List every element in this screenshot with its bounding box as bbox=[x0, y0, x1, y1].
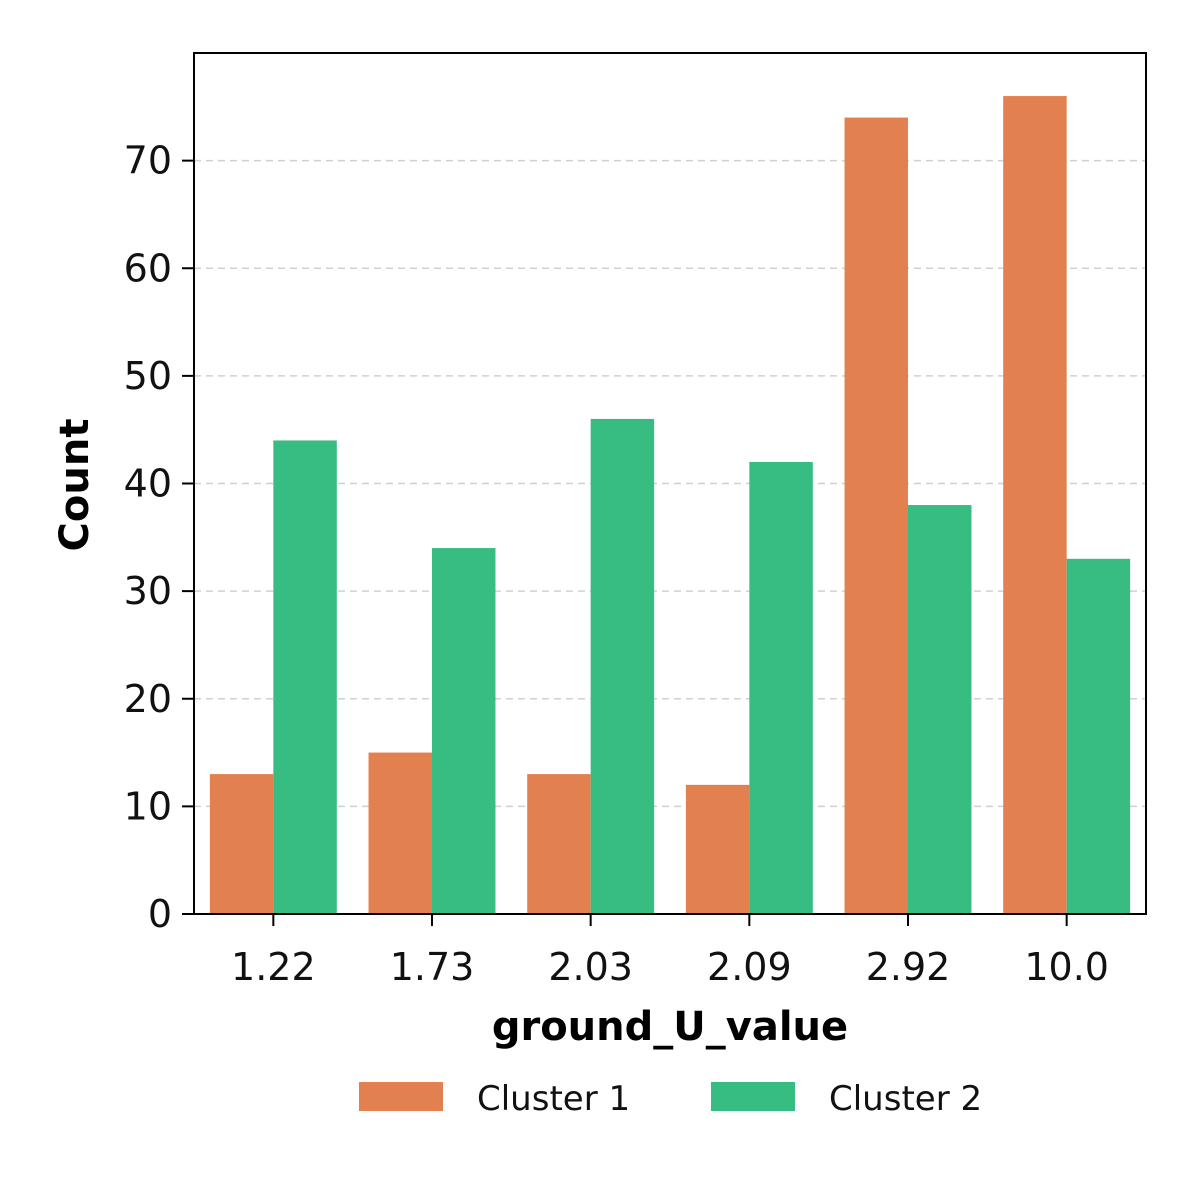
y-tick-label: 70 bbox=[124, 139, 172, 183]
x-tick-label: 2.09 bbox=[707, 945, 792, 989]
bar-cluster-2-1.22 bbox=[273, 440, 337, 914]
x-tick-label: 10.0 bbox=[1024, 945, 1109, 989]
bar-cluster-1-2.03 bbox=[527, 774, 591, 914]
bar-cluster-1-1.22 bbox=[209, 774, 274, 914]
x-tick-label: 1.22 bbox=[231, 945, 316, 989]
bar-cluster-1-2.09 bbox=[685, 784, 750, 914]
x-tick-label: 1.73 bbox=[390, 945, 475, 989]
bar-cluster-1-2.92 bbox=[844, 117, 908, 914]
bar-cluster-2-2.03 bbox=[590, 418, 655, 914]
bar-cluster-2-2.92 bbox=[908, 505, 972, 914]
x-axis-title: ground_U_value bbox=[492, 1004, 848, 1050]
y-tick-label: 30 bbox=[124, 569, 172, 613]
y-axis-title: Count bbox=[52, 419, 98, 552]
x-tick-label: 2.92 bbox=[866, 945, 951, 989]
y-tick-label: 40 bbox=[124, 462, 172, 506]
y-tick-label: 50 bbox=[124, 354, 172, 398]
bars bbox=[209, 96, 1131, 915]
x-axis-ticks: 1.22 1.73 2.03 2.09 2.92 10.0 bbox=[231, 914, 1109, 989]
legend-label: Cluster 2 bbox=[829, 1079, 982, 1119]
bar-cluster-2-2.09 bbox=[749, 461, 813, 914]
grid-lines bbox=[194, 159, 1146, 808]
legend-label: Cluster 1 bbox=[477, 1079, 630, 1119]
bar-cluster-2-1.73 bbox=[432, 548, 496, 914]
bar-cluster-1-10.0 bbox=[1003, 96, 1067, 915]
bar-cluster-2-10.0 bbox=[1066, 558, 1131, 914]
legend-swatch bbox=[359, 1082, 443, 1111]
y-tick-label: 10 bbox=[124, 784, 172, 828]
y-axis-ticks: 0 10 20 30 40 50 60 70 bbox=[124, 139, 194, 936]
legend-swatch bbox=[711, 1082, 795, 1111]
legend: Cluster 1 Cluster 2 bbox=[359, 1079, 982, 1119]
y-tick-label: 60 bbox=[124, 246, 172, 290]
y-tick-label: 0 bbox=[148, 892, 172, 936]
y-tick-label: 20 bbox=[124, 677, 172, 721]
bar-cluster-1-1.73 bbox=[368, 752, 432, 914]
x-tick-label: 2.03 bbox=[548, 945, 633, 989]
